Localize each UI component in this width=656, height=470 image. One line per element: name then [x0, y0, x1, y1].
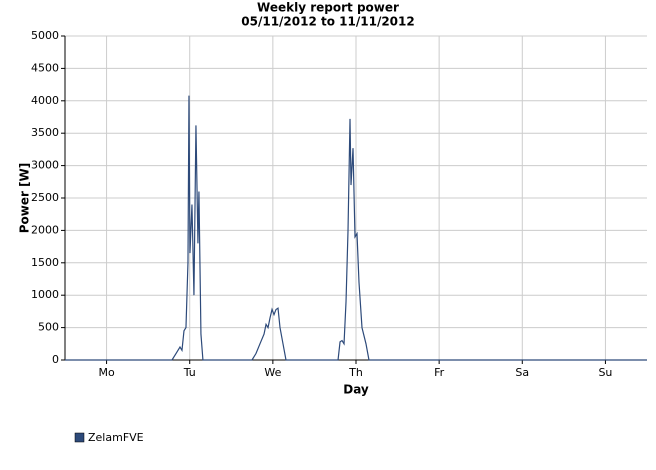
- x-tick-label: Tu: [183, 366, 196, 379]
- y-axis-label: Power [W]: [18, 163, 32, 234]
- y-tick-label: 3000: [31, 159, 59, 172]
- x-tick-label: We: [264, 366, 281, 379]
- series-line: [65, 95, 647, 361]
- y-tick-label: 3500: [31, 126, 59, 139]
- y-tick-label: 500: [38, 321, 59, 334]
- x-tick-label: Sa: [515, 366, 529, 379]
- chart-subtitle: 05/11/2012 to 11/11/2012: [241, 15, 414, 29]
- y-tick-label: 2000: [31, 223, 59, 236]
- y-tick-label: 5000: [31, 29, 59, 42]
- y-tick-label: 4000: [31, 94, 59, 107]
- x-tick-label: Fr: [434, 366, 445, 379]
- y-tick-label: 0: [52, 353, 59, 366]
- y-tick-label: 1500: [31, 256, 59, 269]
- legend-label: ZelamFVE: [88, 431, 144, 444]
- legend-swatch: [74, 432, 85, 443]
- y-tick-label: 2500: [31, 191, 59, 204]
- y-tick-label: 1000: [31, 288, 59, 301]
- chart-title: Weekly report power: [257, 1, 399, 15]
- y-tick-label: 4500: [31, 61, 59, 74]
- x-tick-label: Su: [598, 366, 612, 379]
- x-axis-label: Day: [343, 383, 369, 397]
- x-tick-label: Th: [348, 366, 363, 379]
- x-tick-label: Mo: [98, 366, 114, 379]
